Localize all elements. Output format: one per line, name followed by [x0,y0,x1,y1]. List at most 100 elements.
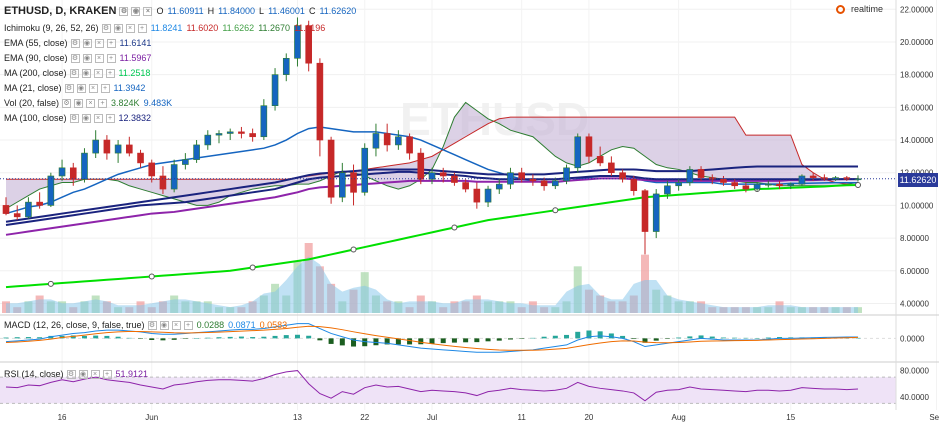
macd-histogram-bar [676,337,682,339]
realtime-label: realtime [851,4,884,14]
close-icon[interactable]: × [143,6,153,16]
eye-icon[interactable]: ◉ [113,23,123,33]
candle-body [170,164,178,190]
macd-row[interactable]: MACD (12, 26, close, 9, false, true) ⚙ ◉ × +… [4,318,287,332]
candle-body [596,156,604,164]
close-icon[interactable]: × [94,53,104,63]
eye-icon[interactable]: ◉ [131,6,141,16]
macd-histogram-bar [698,335,704,339]
settings-icon[interactable]: ⚙ [62,98,72,108]
candle-body [361,147,369,193]
candle-body [720,178,727,183]
macd-histogram-bar [25,337,31,339]
eye-icon[interactable]: ◉ [159,320,169,330]
more-icon[interactable]: + [183,320,193,330]
price-tick-label: 20.00000 [900,38,934,47]
price-tick-label: 8.00000 [900,234,929,243]
close-icon[interactable]: × [93,113,103,123]
settings-icon[interactable]: ⚙ [70,38,80,48]
macd-histogram-bar [631,338,637,340]
macd-histogram-bar [474,338,480,343]
macd-histogram-bar [720,337,726,339]
candle-body [260,105,268,138]
indicator-row-label: MA (200, close) [4,68,67,78]
settings-icon[interactable]: ⚙ [119,6,129,16]
symbol-title[interactable]: ETHUSD, D, KRAKEN [4,5,117,17]
close-icon[interactable]: × [94,38,104,48]
indicator-row[interactable]: EMA (90, close) ⚙ ◉ × +11.5967 [4,51,151,65]
ohlc-l: 11.46001 [268,6,305,16]
indicator-row[interactable]: MA (100, close) ⚙ ◉ × +12.3832 [4,111,151,125]
close-icon[interactable]: × [88,83,98,93]
eye-icon[interactable]: ◉ [78,369,88,379]
candle-body [271,74,279,106]
more-icon[interactable]: + [106,38,116,48]
date-tick-label: 11 [518,413,527,422]
macd-histogram-bar [575,331,581,339]
indicator-row[interactable]: EMA (55, close) ⚙ ◉ × +11.6141 [4,36,151,50]
more-icon[interactable]: + [102,369,112,379]
rsi-tick-label: 80.0000 [900,367,929,376]
ma21-line [5,126,858,215]
date-tick-label: Aug [672,413,686,422]
candle-body [238,131,245,134]
candle-body [316,62,324,141]
more-icon[interactable]: + [100,83,110,93]
settings-icon[interactable]: ⚙ [70,53,80,63]
macd-histogram-bar [194,338,200,339]
candle-body [495,183,503,190]
candle-body [832,177,839,180]
macd-row-value: 0.0583 [259,320,288,330]
candle-body [126,144,133,154]
macd-histogram-bar [328,338,334,344]
settings-icon[interactable]: ⚙ [101,23,111,33]
rsi-row[interactable]: RSI (14, close) ⚙ ◉ × +51.9121 [4,367,148,381]
macd-histogram-bar [81,335,87,339]
settings-icon[interactable]: ⚙ [69,68,79,78]
price-tick-label: 10.00000 [900,201,934,210]
realtime-indicator[interactable]: realtime [836,4,883,14]
candle-body [249,133,256,138]
candle-body [742,185,750,190]
close-icon[interactable]: × [171,320,181,330]
indicator-row[interactable]: MA (21, close) ⚙ ◉ × +11.3942 [4,81,145,95]
realtime-icon [836,4,845,14]
macd-histogram-bar [238,336,244,339]
close-icon[interactable]: × [125,23,135,33]
macd-histogram-bar [541,336,547,339]
candle-body [36,201,43,206]
eye-icon[interactable]: ◉ [82,38,92,48]
more-icon[interactable]: + [106,53,116,63]
candle-body [114,144,122,154]
eye-icon[interactable]: ◉ [81,68,91,78]
indicator-row[interactable]: Ichimoku (9, 26, 52, 26) ⚙ ◉ × +11.8241 11.60… [4,21,325,35]
macd-histogram-bar [294,334,300,339]
more-icon[interactable]: + [105,68,115,78]
settings-icon[interactable]: ⚙ [66,369,76,379]
eye-icon[interactable]: ◉ [82,53,92,63]
indicator-row[interactable]: MA (200, close) ⚙ ◉ × +11.2518 [4,66,150,80]
macd-row-value: 0.0288 [196,320,225,330]
close-icon[interactable]: × [93,68,103,78]
eye-icon[interactable]: ◉ [81,113,91,123]
price-tick-label: 22.00000 [900,5,934,14]
settings-icon[interactable]: ⚙ [64,83,74,93]
candle-body [148,162,156,177]
macd-histogram-bar [664,338,670,339]
eye-icon[interactable]: ◉ [74,98,84,108]
macd-histogram-bar [149,338,155,340]
candle-body [563,167,570,182]
more-icon[interactable]: + [98,98,108,108]
more-icon[interactable]: + [137,23,147,33]
settings-icon[interactable]: ⚙ [69,113,79,123]
close-icon[interactable]: × [86,98,96,108]
more-icon[interactable]: + [105,113,115,123]
ohlc-h: 11.84000 [218,6,256,16]
eye-icon[interactable]: ◉ [76,83,86,93]
indicator-row[interactable]: Vol (20, false) ⚙ ◉ × +3.824K 9.483K [4,96,172,110]
close-icon[interactable]: × [90,369,100,379]
settings-icon[interactable]: ⚙ [147,320,157,330]
macd-histogram-bar [530,337,536,339]
candle-body [753,183,761,190]
